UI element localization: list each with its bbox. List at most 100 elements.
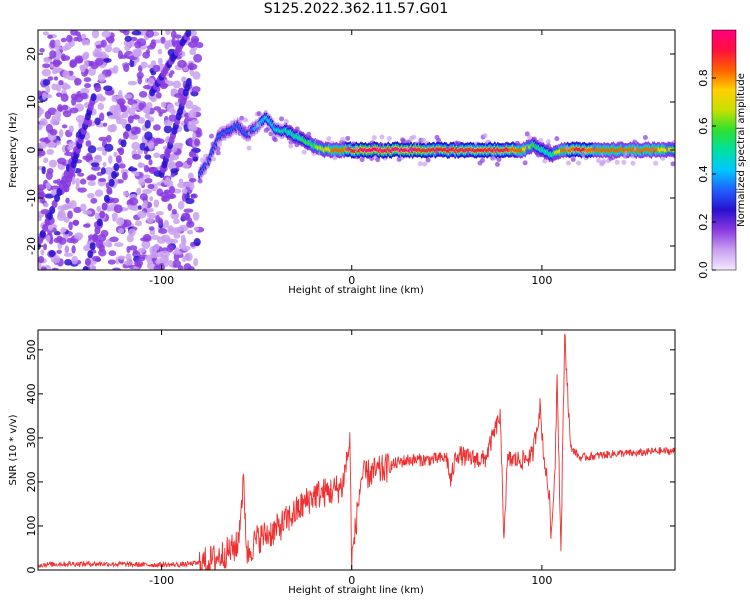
spectrogram-noise-cell-435 [142, 174, 151, 179]
spectrogram-streak-1-11 [108, 178, 115, 187]
spectrogram-noise-cell-883 [60, 227, 67, 233]
spectrogram-noise-cell-819 [125, 253, 132, 262]
spectrogram-noise-cell-826 [71, 255, 79, 265]
spectrogram-noise-cell-799 [191, 38, 199, 43]
spectrogram-noise-cell-870 [116, 217, 125, 226]
spectrogram-noise-cell-869 [137, 247, 146, 253]
spectrogram-noise-cell-650 [146, 217, 154, 223]
spectrogram-noise-cell-851 [152, 64, 161, 73]
spectrogram-noise-cell-761 [188, 178, 197, 183]
spectrogram-noise-cell-265 [150, 39, 157, 45]
spectrogram-halo-213 [522, 160, 528, 166]
spectrogram-noise-cell-866 [133, 50, 141, 58]
spectrogram-y-axis-title: Frequency (Hz) [8, 112, 19, 188]
spectrogram-noise-cell-794 [106, 36, 115, 44]
spectrogram-noise-cell-521 [81, 38, 87, 46]
spectrogram-halo-119 [379, 134, 385, 140]
spectrogram-noise-cell-767 [158, 228, 168, 235]
spectrogram-noise-cell-710 [98, 178, 107, 183]
spectrogram-halo-242 [565, 160, 571, 166]
spectrogram-noise-cell-605 [111, 94, 117, 103]
spectrogram-halo-54 [279, 116, 285, 122]
spectrogram-noise-cell-578 [118, 227, 125, 234]
spectrogram-noise-cell-885 [43, 202, 49, 208]
spectrogram-noise-cell-820 [63, 216, 70, 223]
spectrogram-noise-cell-486 [62, 110, 72, 118]
spectrogram-halo-69 [301, 149, 307, 155]
spectrogram-noise-cell-882 [163, 178, 171, 186]
spectrogram-streak-0-10 [58, 182, 65, 190]
spectrogram-halo-294 [642, 134, 648, 140]
spectrogram-streak-1-12 [111, 170, 118, 179]
spectrogram-noise-cell-805 [164, 40, 171, 50]
spectrogram-noise-cell-839 [181, 192, 187, 202]
spectrogram-noise-cell-188 [142, 188, 153, 195]
spectrogram-noise-cell-296 [46, 148, 55, 155]
spectrogram-noise-cell-841 [95, 44, 102, 49]
spectrogram-noise-cell-309 [177, 59, 187, 68]
spectrogram-noise-cell-8 [129, 245, 138, 251]
spectrogram-noise-cell-694 [154, 137, 162, 144]
spectrogram-noise-cell-138 [68, 125, 74, 133]
colorbar-gradient [712, 30, 736, 270]
spectrogram-halo-218 [527, 135, 533, 141]
spectrogram-streak-0-6 [49, 206, 56, 214]
spectrogram-streak-1-9 [103, 194, 110, 203]
spectrogram-noise-cell-833 [39, 137, 49, 143]
spectrogram-noise-cell-266 [175, 161, 184, 168]
spectrogram-streak-0-3 [42, 224, 49, 232]
spectrogram-noise-cell-739 [155, 92, 162, 99]
spectrogram-noise-cell-808 [150, 251, 159, 259]
spectrogram-noise-cell-460 [76, 34, 83, 42]
spectrogram-noise-cell-616 [63, 252, 74, 257]
spectrogram-noise-cell-141 [160, 36, 166, 44]
spectrogram-noise-cell-524 [60, 37, 67, 43]
spectrogram-halo-262 [596, 157, 602, 163]
spectrogram-noise-cell-741 [81, 33, 87, 39]
spectrogram-halo-14 [216, 142, 222, 148]
spectrogram-noise-cell-540 [130, 126, 141, 135]
spectrogram-noise-cell-824 [94, 189, 104, 197]
spectrogram-streak-2-19 [185, 78, 192, 87]
spectrogram-noise-cell-897 [185, 252, 193, 262]
spectrogram-streak-1-18 [125, 123, 132, 132]
spectrogram-noise-cell-698 [38, 107, 44, 116]
spectrogram-noise-cell-856 [169, 186, 176, 194]
spectrogram-noise-cell-645 [142, 200, 148, 207]
spectrogram-noise-cell-687 [174, 101, 180, 107]
spectrogram-noise-cell-202 [84, 83, 92, 89]
spectrogram-noise-cell-725 [77, 187, 87, 193]
spectrogram-halo-114 [371, 135, 377, 141]
spectrogram-halo-95 [340, 136, 346, 142]
spectrogram-noise-cell-782 [104, 44, 113, 53]
spectrogram-noise-cell-492 [82, 223, 91, 228]
spectrogram-noise-cell-706 [138, 91, 148, 98]
spectrogram-noise-cell-816 [75, 115, 86, 123]
spectrogram-noise-cell-568 [185, 100, 194, 109]
spectrogram-noise-cell-372 [181, 188, 188, 195]
spectrogram-noise-cell-635 [43, 57, 52, 63]
spectrogram-noise-cell-638 [46, 167, 54, 175]
spectrogram-noise-cell-795 [193, 53, 203, 63]
spectrogram-noise-cell-594 [134, 259, 143, 268]
spectrogram-noise-cell-556 [155, 211, 164, 216]
spectrogram-noise-cell-788 [137, 75, 143, 85]
spectrogram-noise-cell-810 [134, 40, 142, 49]
spectrogram-noise-cell-109 [91, 165, 101, 171]
spectrogram-noise-cell-644 [45, 234, 51, 243]
snr-y-axis-title: SNR (10 * v/v) [8, 414, 19, 485]
spectrogram-noise-cell-847 [86, 176, 94, 181]
spectrogram-noise-cell-865 [94, 154, 103, 164]
spectrogram-noise-cell-36 [193, 258, 199, 267]
spectrogram-noise-cell-336 [73, 206, 82, 214]
spectrogram-streak-1-0 [82, 266, 89, 270]
spectrogram-noise-cell-439 [148, 158, 153, 166]
spectrogram-streak-1-2 [87, 250, 94, 259]
spectrogram-noise-cell-780 [71, 245, 76, 254]
spectrogram-streak-1-5 [94, 226, 101, 235]
spectrogram-noise-cell-346 [77, 172, 85, 177]
snr-y-tick-label-2: 200 [25, 471, 38, 492]
spectrogram-noise-cell-898 [128, 197, 139, 206]
